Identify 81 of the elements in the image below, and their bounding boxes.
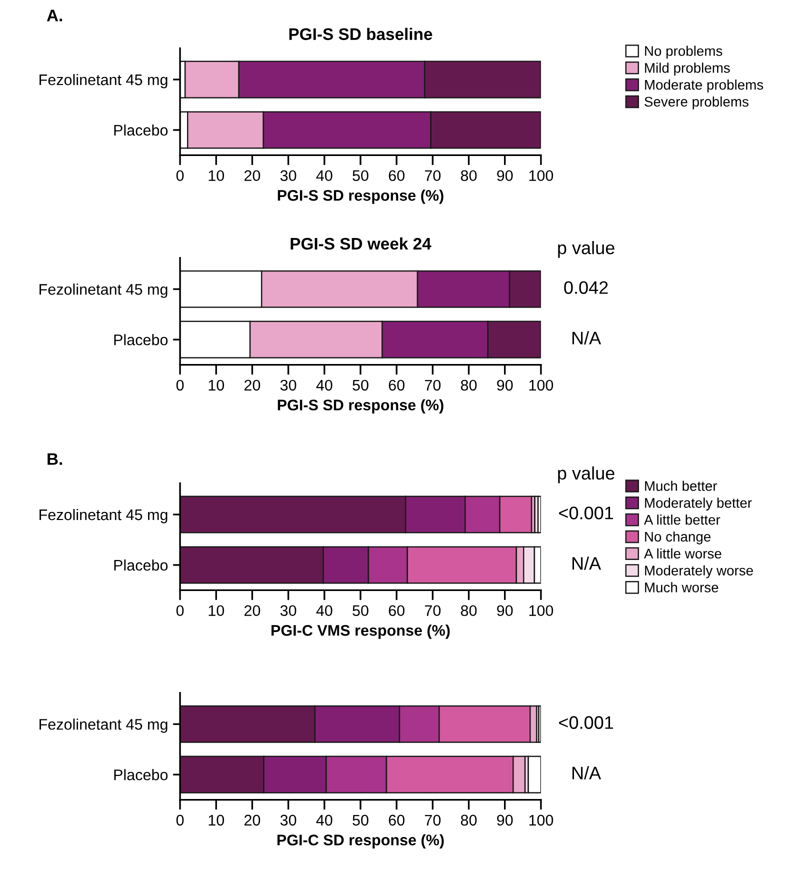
x-tick-label: 80 [460, 605, 477, 616]
y-tick-label: Fezolinetant 45 mg [40, 284, 168, 298]
legend-label: Moderately worse [645, 565, 753, 578]
x-tick-label: 20 [244, 814, 260, 826]
y-tick-label: Placebo [114, 769, 168, 780]
legend-label: A little better [644, 514, 720, 525]
x-tick-label: 20 [244, 380, 260, 391]
x-tick-label: 70 [424, 170, 441, 182]
chart-title: PGI-S SD week 24 [290, 237, 432, 250]
x-tick-label: 80 [460, 814, 477, 826]
text: N/A [572, 766, 602, 780]
x-tick-label: 0 [176, 814, 184, 826]
x-axis-title: PGI-C SD response (%) [277, 834, 444, 848]
legend-label: No change [645, 531, 711, 544]
y-tick-label: Placebo [114, 334, 168, 346]
legend-label: Mild problems [645, 62, 730, 76]
x-tick-label: 100 [529, 170, 554, 182]
x-tick-label: 30 [280, 605, 296, 616]
x-tick-label: 0 [176, 605, 184, 616]
legend-label: Moderately better [645, 498, 752, 511]
x-tick-label: 90 [497, 170, 513, 182]
x-tick-label: 80 [460, 170, 477, 182]
x-tick-label: 40 [316, 170, 332, 182]
x-tick-label: 70 [424, 605, 441, 616]
x-tick-label: 50 [352, 814, 368, 826]
x-axis-title: PGI-S SD response (%) [278, 190, 444, 204]
x-tick-label: 40 [316, 814, 332, 826]
y-tick-label: Fezolinetant 45 mg [40, 74, 168, 88]
x-tick-label: 50 [352, 605, 368, 616]
text: p value [558, 241, 614, 258]
text: N/A [572, 331, 602, 344]
x-tick-label: 60 [388, 380, 404, 391]
x-axis-title: PGI-C VMS response (%) [272, 624, 450, 639]
bar [538, 705, 541, 743]
x-tick-label: 30 [280, 380, 296, 391]
x-tick-label: 50 [352, 380, 368, 391]
legend-label: Much better [645, 480, 718, 491]
y-tick-label: Fezolinetant 45 mg [40, 508, 168, 524]
x-tick-label: 80 [460, 380, 477, 391]
text: <0.001 [559, 716, 614, 729]
legend-label: No problems [645, 46, 722, 59]
text: A. [46, 10, 62, 22]
x-tick-label: 0 [176, 380, 184, 391]
x-tick-label: 10 [208, 380, 224, 391]
x-tick-label: 90 [497, 605, 513, 616]
y-tick-label: Placebo [114, 559, 168, 571]
legend-label: Much worse [645, 582, 718, 592]
legend-label: Severe problems [644, 96, 748, 110]
x-tick-label: 40 [316, 605, 332, 616]
x-tick-label: 50 [352, 170, 368, 182]
text: 0.042 [564, 281, 608, 294]
bar [528, 756, 541, 794]
legend-label: A little worse [644, 548, 722, 559]
legend-label: Moderate problems [645, 80, 764, 92]
x-tick-label: 0 [176, 170, 184, 182]
x-tick-label: 60 [388, 170, 404, 182]
x-tick-label: 90 [497, 380, 513, 391]
x-tick-label: 30 [280, 814, 296, 826]
x-tick-label: 30 [280, 170, 296, 182]
x-tick-label: 70 [424, 380, 441, 391]
text: N/A [572, 556, 602, 570]
x-tick-label: 10 [208, 605, 224, 616]
x-tick-label: 60 [388, 814, 404, 826]
x-tick-label: 40 [316, 380, 332, 391]
chart-title: PGI-S SD baseline [289, 28, 432, 40]
x-tick-label: 90 [497, 814, 513, 826]
y-tick-label: Fezolinetant 45 mg [40, 718, 168, 733]
y-tick-label: Placebo [114, 124, 168, 136]
x-tick-label: 60 [388, 605, 404, 616]
x-tick-label: 100 [529, 605, 554, 616]
text: B. [48, 453, 62, 465]
x-tick-label: 100 [529, 380, 554, 391]
x-tick-label: 10 [208, 814, 224, 826]
x-axis-title: PGI-S SD response (%) [278, 399, 444, 414]
x-tick-label: 10 [208, 170, 224, 182]
x-tick-label: 20 [244, 605, 260, 616]
x-tick-label: 20 [244, 170, 260, 182]
text: p value [558, 466, 614, 484]
x-tick-label: 70 [424, 814, 441, 826]
x-tick-label: 100 [529, 814, 554, 826]
text: <0.001 [559, 506, 614, 520]
